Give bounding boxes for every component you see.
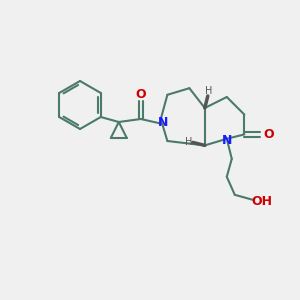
Text: N: N xyxy=(158,116,168,130)
Text: OH: OH xyxy=(251,195,272,208)
Text: H: H xyxy=(205,86,212,96)
Text: O: O xyxy=(263,128,274,141)
Text: O: O xyxy=(136,88,146,100)
Text: H: H xyxy=(185,137,193,147)
Text: N: N xyxy=(222,134,232,147)
